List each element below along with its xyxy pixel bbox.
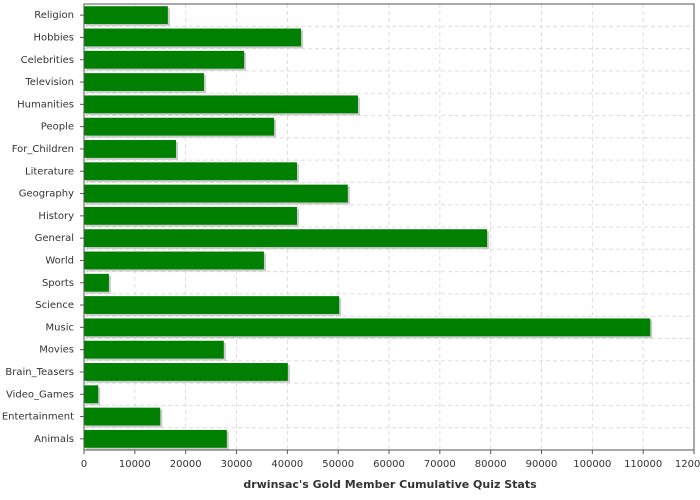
bar <box>84 385 99 404</box>
x-tick-label: 50000 <box>322 459 354 470</box>
y-tick-label: History <box>38 211 74 222</box>
y-tick-label: World <box>45 255 74 266</box>
bar <box>84 229 488 248</box>
bar <box>84 407 161 426</box>
y-tick-label: Celebrities <box>21 55 74 66</box>
bar <box>84 95 358 114</box>
x-tick-label: 60000 <box>373 459 405 470</box>
x-axis-label: drwinsac's Gold Member Cumulative Quiz S… <box>243 478 537 491</box>
y-tick-label: General <box>35 233 74 244</box>
x-tick-label: 40000 <box>271 459 303 470</box>
x-tick-label: 20000 <box>170 459 202 470</box>
y-tick-label: Hobbies <box>34 32 74 43</box>
y-tick-label: For_Children <box>12 144 74 155</box>
bar <box>84 363 288 381</box>
bar <box>84 296 340 314</box>
x-tick-label: 70000 <box>424 459 456 470</box>
x-tick-label: 30000 <box>221 459 253 470</box>
x-tick-label: 100000 <box>573 459 611 470</box>
y-tick-label: Literature <box>25 166 74 177</box>
plot-border <box>83 3 695 451</box>
bar <box>84 6 168 25</box>
y-tick-label: Movies <box>39 345 74 356</box>
y-tick-label: People <box>41 122 74 133</box>
bar <box>84 251 264 270</box>
bar <box>84 50 245 69</box>
y-tick-label: Television <box>24 77 74 88</box>
bar <box>84 318 651 337</box>
x-tick-label: 0 <box>81 459 87 470</box>
y-tick-label: Music <box>46 322 74 333</box>
x-tick-label: 120000 <box>675 459 700 470</box>
y-tick-label: Animals <box>34 434 74 445</box>
y-tick-label: Video_Games <box>6 389 74 400</box>
y-tick-label: Humanities <box>17 99 74 110</box>
x-tick-label: 80000 <box>475 459 507 470</box>
x-tick-label: 10000 <box>119 459 151 470</box>
y-tick-label: Sports <box>42 278 74 289</box>
bar <box>84 73 204 91</box>
bar <box>84 184 348 203</box>
x-tick-label: 90000 <box>526 459 558 470</box>
y-tick-label: Entertainment <box>2 412 74 423</box>
x-tick-label: 110000 <box>624 459 662 470</box>
bar <box>84 28 302 47</box>
bar <box>84 117 275 136</box>
y-tick-label: Religion <box>34 10 74 21</box>
bar <box>84 140 177 158</box>
y-tick-label: Science <box>35 300 74 311</box>
bar <box>84 162 297 181</box>
y-tick-label: Brain_Teasers <box>5 367 74 378</box>
bar <box>84 429 227 448</box>
bar <box>84 273 109 292</box>
bar <box>84 206 297 225</box>
y-tick-label: Geography <box>19 189 74 200</box>
bar <box>84 340 224 359</box>
